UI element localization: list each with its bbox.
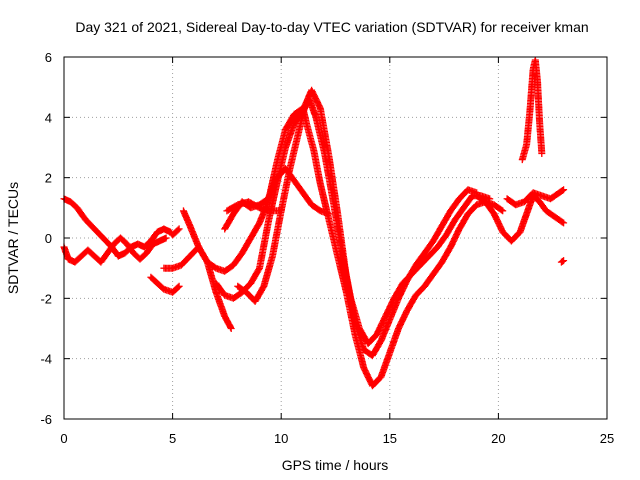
series-track-11 [518, 56, 546, 164]
y-tick-label: -2 [40, 291, 52, 306]
data-point-markers [473, 192, 568, 245]
y-axis-label: SDTVAR / TECUs [5, 182, 21, 294]
y-tick-label: 0 [45, 231, 52, 246]
y-tick-label: -4 [40, 352, 52, 367]
axis-tick-labels: 0 5 10 15 20 25 -6 -4 -2 0 2 4 6 [40, 50, 614, 446]
x-tick-label: 5 [169, 431, 176, 446]
x-tick-label: 15 [383, 431, 397, 446]
y-tick-label: 2 [45, 171, 52, 186]
y-tick-label: 4 [45, 110, 52, 125]
y-tick-label: -6 [40, 412, 52, 427]
data-point-markers [557, 257, 568, 266]
series-track-9 [223, 198, 285, 215]
x-tick-label: 0 [60, 431, 67, 446]
data-point-markers [223, 198, 285, 215]
series-track-10 [473, 192, 568, 245]
series-track-12 [503, 186, 568, 209]
data-points [60, 56, 568, 390]
data-point-markers [503, 186, 568, 209]
x-axis-label: GPS time / hours [282, 457, 389, 473]
series-track-1 [60, 195, 183, 260]
x-tick-label: 10 [274, 431, 288, 446]
data-point-markers [518, 56, 546, 164]
data-point-markers [147, 273, 183, 296]
x-tick-label: 25 [600, 431, 614, 446]
series-track-13 [557, 257, 568, 266]
series-track-7 [234, 86, 481, 360]
x-tick-label: 20 [491, 431, 505, 446]
series-track-3 [147, 273, 183, 296]
y-tick-label: 6 [45, 50, 52, 65]
data-point-markers [160, 243, 235, 332]
chart-title: Day 321 of 2021, Sidereal Day-to-day VTE… [75, 19, 588, 35]
series-track-4 [160, 243, 235, 332]
data-point-markers [60, 195, 183, 260]
axis-ticks [63, 56, 608, 420]
data-point-markers [234, 86, 481, 360]
